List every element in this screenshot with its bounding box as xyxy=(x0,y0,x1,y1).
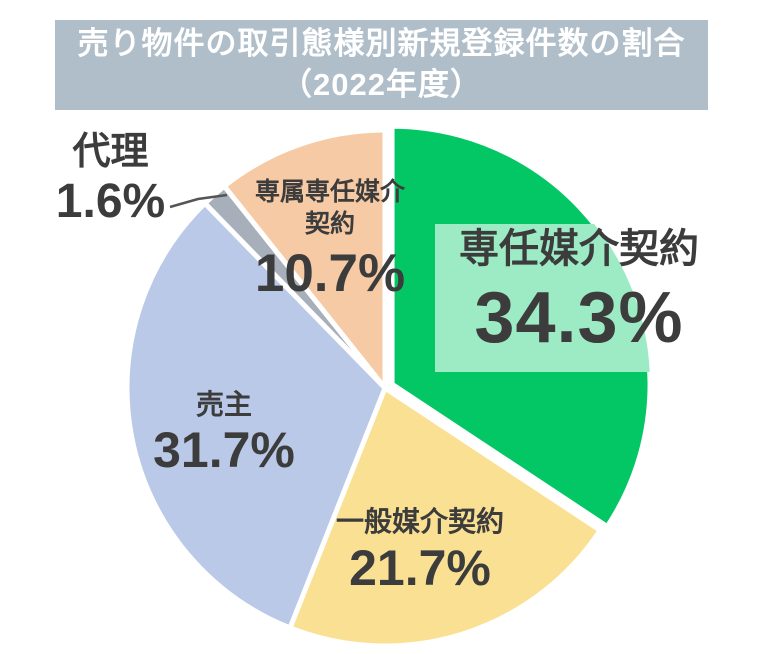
slice-pct-exclusive-agency: 34.3% xyxy=(474,278,684,358)
slice-name-general-agency: 一般媒介契約 xyxy=(335,506,504,537)
slice-pct-agent: 1.6% xyxy=(55,174,166,228)
pie-slice-exclusive-right-to-sell xyxy=(221,127,388,391)
slice-name-seller: 売主 xyxy=(195,389,252,420)
chart-title-line1: 売り物件の取引態様別新規登録件数の割合 xyxy=(77,26,686,62)
label-seller: 売主 31.7% xyxy=(124,388,324,476)
pie-slice-seller xyxy=(124,200,388,631)
slice-pct-general-agency: 21.7% xyxy=(349,539,491,596)
slice-pct-exclusive-right-to-sell: 10.7% xyxy=(254,244,406,303)
slice-name-agent: 代理 xyxy=(72,131,149,173)
label-exclusive-agency: 専任媒介契約 34.3% xyxy=(448,226,710,354)
label-exclusive-right-to-sell: 専属専任媒介契約 10.7% xyxy=(244,176,416,300)
label-agent: 代理 1.6% xyxy=(28,130,193,226)
callout-line-agent xyxy=(169,193,228,209)
chart-title-bar: 売り物件の取引態様別新規登録件数の割合 （2022年度） xyxy=(55,20,708,110)
pie-slice-general-agency xyxy=(287,385,603,649)
label-general-agency: 一般媒介契約 21.7% xyxy=(320,505,520,594)
slice-name-exclusive-agency: 専任媒介契約 xyxy=(459,227,699,271)
slice-pct-seller: 31.7% xyxy=(153,421,295,478)
chart-title-line2: （2022年度） xyxy=(281,67,482,102)
slice-name-exclusive-right-to-sell: 専属専任媒介契約 xyxy=(254,178,405,238)
